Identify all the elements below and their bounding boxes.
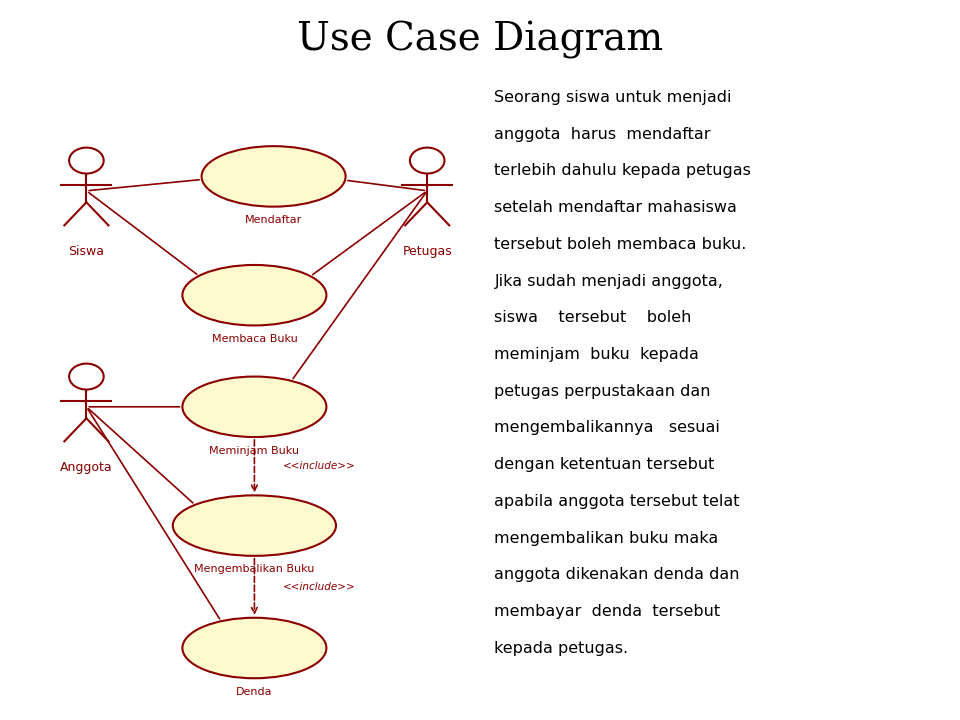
Ellipse shape (202, 146, 346, 207)
Text: anggota  harus  mendaftar: anggota harus mendaftar (494, 127, 711, 142)
Text: apabila anggota tersebut telat: apabila anggota tersebut telat (494, 494, 740, 509)
Ellipse shape (182, 377, 326, 437)
Text: petugas perpustakaan dan: petugas perpustakaan dan (494, 384, 711, 399)
Text: anggota dikenakan denda dan: anggota dikenakan denda dan (494, 567, 740, 582)
Text: Mendaftar: Mendaftar (245, 215, 302, 225)
Text: setelah mendaftar mahasiswa: setelah mendaftar mahasiswa (494, 200, 737, 215)
Text: Mengembalikan Buku: Mengembalikan Buku (194, 564, 315, 575)
Text: siswa    tersebut    boleh: siswa tersebut boleh (494, 310, 692, 325)
Text: tersebut boleh membaca buku.: tersebut boleh membaca buku. (494, 237, 747, 252)
Text: mengembalikannya   sesuai: mengembalikannya sesuai (494, 420, 720, 436)
Text: meminjam  buku  kepada: meminjam buku kepada (494, 347, 699, 362)
Text: Jika sudah menjadi anggota,: Jika sudah menjadi anggota, (494, 274, 723, 289)
Text: Use Case Diagram: Use Case Diagram (297, 21, 663, 58)
Text: Anggota: Anggota (60, 461, 112, 474)
Text: kepada petugas.: kepada petugas. (494, 641, 629, 656)
Text: dengan ketentuan tersebut: dengan ketentuan tersebut (494, 457, 715, 472)
Ellipse shape (182, 265, 326, 325)
Text: membayar  denda  tersebut: membayar denda tersebut (494, 604, 721, 619)
Text: mengembalikan buku maka: mengembalikan buku maka (494, 531, 719, 546)
Text: Membaca Buku: Membaca Buku (211, 334, 298, 344)
Text: Denda: Denda (236, 687, 273, 697)
Text: Petugas: Petugas (402, 245, 452, 258)
Text: Meminjam Buku: Meminjam Buku (209, 446, 300, 456)
Ellipse shape (182, 618, 326, 678)
Text: terlebih dahulu kepada petugas: terlebih dahulu kepada petugas (494, 163, 752, 179)
Text: Siswa: Siswa (68, 245, 105, 258)
Text: <<include>>: <<include>> (283, 582, 356, 592)
Text: <<include>>: <<include>> (283, 462, 356, 471)
Ellipse shape (173, 495, 336, 556)
Text: Seorang siswa untuk menjadi: Seorang siswa untuk menjadi (494, 90, 732, 105)
